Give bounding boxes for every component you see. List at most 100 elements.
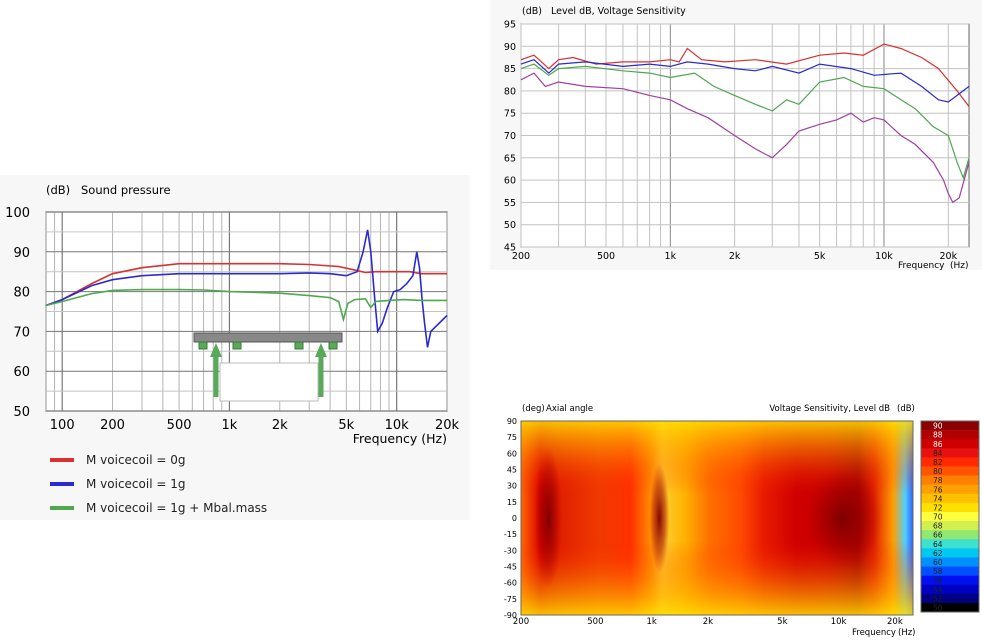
legend-item-1g: M voicecoil = 1g — [50, 477, 185, 491]
x-tick-label: 2k — [703, 617, 713, 627]
colorbar-bg — [931, 602, 979, 613]
colorbar-swatch — [921, 421, 931, 431]
colorbar-swatch — [921, 493, 931, 504]
colorbar-swatch — [921, 557, 931, 567]
x-tick-label: 1k — [665, 251, 677, 262]
colorbar-bg — [931, 521, 979, 531]
chart-title-right: Voltage Sensitivity, Level dB — [769, 404, 890, 414]
y-tick-label: -75 — [504, 595, 517, 604]
y-tick-label: -90 — [504, 611, 517, 620]
y-tick-label: 65 — [504, 153, 516, 164]
x-tick-label: 5k — [777, 617, 787, 627]
y-tick-label: 100 — [5, 206, 30, 221]
x-tick-label: 5k — [814, 251, 826, 262]
colorbar-label: 76 — [933, 485, 943, 494]
colorbar-swatch — [921, 548, 931, 558]
colorbar-label: 90 — [933, 422, 943, 431]
colorbar-bg — [931, 575, 979, 586]
colorbar-bg — [931, 448, 979, 458]
heatmap-hotspot — [534, 448, 563, 588]
colorbar-label: 74 — [933, 494, 943, 503]
colorbar-label: 86 — [933, 440, 943, 449]
colorbar-bg — [931, 530, 979, 540]
x-tick-label: 10k — [831, 617, 847, 627]
y-tick-label: 90 — [504, 42, 516, 53]
y-tick-label: 30 — [507, 482, 517, 491]
colorbar-bg — [931, 457, 979, 467]
legend-label-1g: M voicecoil = 1g — [86, 477, 186, 491]
colorbar-bg — [931, 493, 979, 504]
series-line-2 — [45, 288, 447, 323]
colorbar-label: 70 — [933, 513, 943, 522]
colorbar-bg — [931, 566, 979, 576]
y-tick-label: 15 — [507, 498, 517, 507]
colorbar-swatch — [921, 575, 931, 586]
colorbar-label: 64 — [933, 540, 943, 549]
colorbar-swatch — [921, 584, 931, 595]
x-tick-label: 10k — [385, 418, 410, 433]
x-tick-label: 200 — [100, 418, 125, 433]
colorbar-swatch — [921, 566, 931, 576]
y-tick-label: -45 — [504, 563, 517, 572]
y-tick-label: 45 — [504, 243, 516, 254]
colorbar-label: 66 — [933, 531, 943, 540]
sound-pressure-chart: 50 60 70 80 90 100 100 200 500 1k 2k 5k 10k 20k (dB) So… — [5, 183, 459, 446]
colorbar-swatch — [921, 539, 931, 549]
schematic-label-box — [219, 362, 319, 402]
x-tick-label: 200 — [512, 251, 530, 262]
colorbar-label: 68 — [933, 522, 943, 531]
series-line-1 — [45, 229, 448, 348]
colorbar-bg — [931, 502, 979, 513]
level-db-chart: 45 50 55 60 65 70 75 80 85 90 95 200 500 1k 2k 5k 10k 20k… — [504, 6, 970, 271]
colorbar-label: 80 — [933, 467, 943, 476]
colorbar-bg — [931, 421, 979, 431]
y-tick-label: -60 — [504, 579, 517, 588]
legend-swatch-bal — [50, 506, 74, 510]
level-db-panel: 45 50 55 60 65 70 75 80 85 90 95 200 500 1k 2k 5k 10k 20k… — [490, 0, 982, 271]
colorbar-label: 82 — [933, 458, 943, 467]
colorbar-bg — [931, 584, 979, 595]
colorbar-label: 78 — [933, 476, 943, 485]
x-axis-unit: (Hz) — [898, 628, 916, 638]
y-tick-label: 45 — [507, 466, 517, 475]
series-line-1 — [520, 59, 970, 103]
chart-title-left: Axial angle — [546, 404, 593, 414]
x-tick-label: 500 — [167, 418, 192, 433]
colorbar-label: 54 — [933, 585, 943, 594]
y-tick-label: 75 — [504, 109, 516, 120]
y-tick-label: -30 — [504, 546, 517, 555]
y-tick-label: 90 — [13, 246, 30, 261]
legend-item-bal: M voicecoil = 1g + Mbal.mass — [50, 501, 267, 515]
x-axis-label: Frequency (Hz) — [353, 431, 447, 446]
colorbar-bg — [931, 548, 979, 558]
y-tick-label: 0 — [512, 514, 517, 523]
colorbar-swatch — [921, 530, 931, 540]
y-tick-label: -15 — [504, 530, 517, 539]
y-tick-label: 50 — [13, 405, 30, 420]
plot-frame — [520, 420, 914, 616]
y-tick-label: 90 — [507, 417, 517, 426]
colorbar-swatch — [921, 511, 931, 522]
colorbar-bg — [931, 484, 979, 495]
chart-title: Sound pressure — [81, 183, 171, 197]
colorbar-swatch — [921, 430, 931, 440]
colorbar-bg — [931, 557, 979, 567]
x-axis-label: Frequency — [898, 261, 945, 270]
mass-block — [232, 341, 242, 350]
y-tick-label: 85 — [504, 64, 516, 75]
legend-label-0g: M voicecoil = 0g — [86, 453, 186, 467]
y-tick-label: 80 — [504, 86, 516, 97]
x-axis-unit: (Hz) — [950, 261, 969, 270]
legend-swatch-1g — [50, 482, 74, 486]
x-tick-label: 2k — [272, 418, 288, 433]
series-line-3 — [520, 72, 970, 204]
y-tick-label: 80 — [13, 286, 30, 301]
colorbar-swatch — [921, 466, 931, 476]
x-axis-label: Frequency — [852, 628, 896, 638]
colorbar-swatch — [921, 521, 931, 531]
x-tick-label: 1k — [646, 617, 656, 627]
x-tick-label: 1k — [222, 418, 238, 433]
colorbar-label: 56 — [933, 576, 943, 585]
mass-block — [294, 341, 304, 350]
